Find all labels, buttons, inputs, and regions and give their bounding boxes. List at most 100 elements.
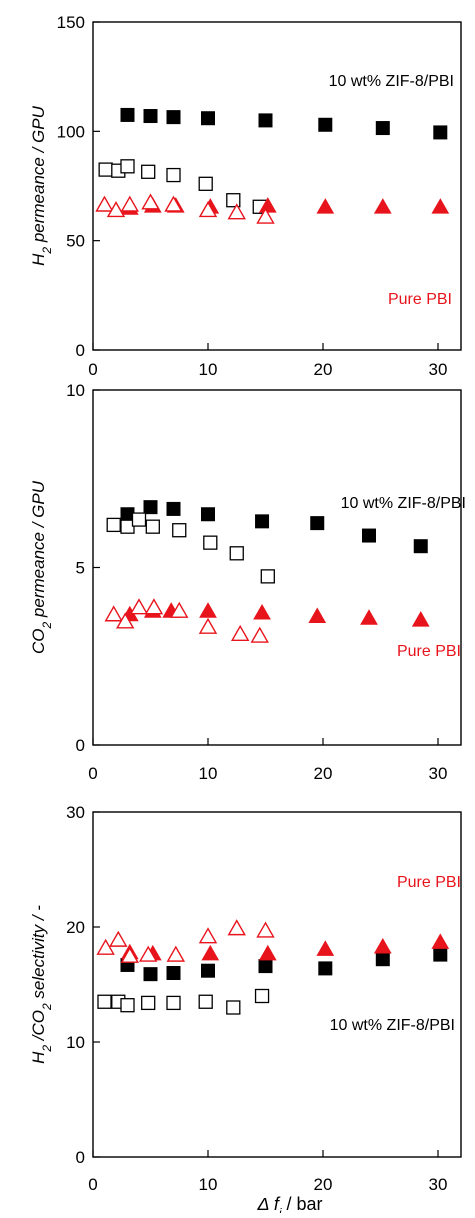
data-point-1-1-0: [106, 517, 121, 533]
data-point-1-2-5: [308, 607, 327, 624]
data-point-2-1-6: [226, 1000, 241, 1015]
series-1-0: [120, 500, 428, 554]
data-point-2-3-6: [227, 919, 246, 936]
chart-panel-1: 0 5 10 0 10 20 30 CO2 permeance / GPU 10 wt% ZIF…: [29, 381, 466, 783]
x-tick-label-2-1: 10: [199, 1175, 218, 1194]
data-point-0-2-7: [431, 198, 450, 214]
data-point-1-3-6: [230, 624, 250, 641]
data-point-0-3-5: [198, 201, 218, 218]
data-point-1-3-1: [115, 612, 135, 629]
data-point-1-1-6: [229, 546, 244, 561]
data-point-2-2-6: [373, 938, 392, 954]
data-point-1-0-3: [201, 507, 215, 522]
data-point-0-3-2: [120, 195, 140, 212]
y-tick-label-1-1: 5: [76, 559, 85, 578]
data-point-2-1-0: [97, 994, 112, 1009]
data-point-1-3-5: [198, 617, 218, 634]
y-tick-label-1-0: 0: [76, 736, 85, 755]
data-point-2-3-4: [166, 945, 186, 962]
data-point-1-0-4: [255, 514, 270, 529]
y-axis-label-1-part-0: CO: [29, 628, 48, 654]
data-point-1-0-1: [143, 500, 158, 515]
data-point-0-1-5: [198, 176, 213, 191]
y-tick-label-2-2: 20: [66, 918, 85, 937]
y-axis-label-2: H2 /CO2 selectivity / -: [29, 905, 54, 1064]
data-point-1-1-2: [131, 512, 147, 527]
data-point-1-3-4: [170, 601, 189, 618]
data-point-1-1-7: [260, 569, 275, 584]
data-point-1-1-3: [145, 519, 160, 534]
data-point-0-0-3: [201, 111, 215, 126]
data-point-0-2-5: [316, 198, 335, 214]
data-point-2-3-0: [96, 938, 115, 955]
data-point-2-3-5: [198, 927, 218, 944]
data-point-0-1-6: [226, 193, 241, 208]
x-axis-label-2-part-2: / bar: [282, 1194, 323, 1213]
data-point-2-1-5: [198, 994, 213, 1009]
data-point-0-3-6: [227, 203, 246, 220]
x-tick-label-0-1: 10: [199, 360, 218, 379]
data-point-2-3-2: [120, 946, 140, 963]
plot-frame-1: [92, 389, 462, 746]
annotation-0-1: Pure PBI: [388, 291, 452, 308]
y-tick-label-0-2: 100: [57, 122, 85, 141]
data-point-2-2-3: [201, 944, 220, 961]
x-axis-label-2-part-0: Δ f: [256, 1194, 280, 1213]
data-point-2-0-2: [166, 966, 181, 980]
data-point-1-2-4: [253, 603, 271, 620]
plot-frame-0: [92, 21, 462, 351]
data-point-0-0-7: [433, 125, 448, 140]
data-point-1-0-6: [362, 528, 376, 543]
x-axis-label-2: Δ fi / bar: [256, 1194, 322, 1213]
y-axis-label-2-part-0: H: [29, 1051, 48, 1064]
y-axis-label-2-part-2: /CO: [29, 1010, 48, 1045]
y-tick-label-2-1: 10: [66, 1033, 85, 1052]
x-tick-label-1-2: 20: [314, 764, 333, 783]
data-point-1-0-7: [413, 539, 428, 554]
data-point-1-1-4: [172, 523, 187, 538]
series-2-1: [97, 988, 270, 1015]
data-point-0-2-6: [373, 198, 392, 214]
y-tick-label-0-1: 50: [66, 232, 85, 251]
x-tick-label-1-1: 10: [199, 764, 218, 783]
plot-frame-2: [92, 811, 462, 1158]
data-point-2-0-7: [433, 947, 448, 962]
series-1-1: [106, 512, 275, 584]
data-point-1-3-0: [104, 605, 123, 622]
chart-panel-0: 0 50 100 150 0 10 20 30 H2 permeance / GPU 10 wt%…: [29, 13, 462, 379]
series-1-3: [104, 598, 269, 643]
data-point-0-0-0: [120, 107, 135, 122]
data-point-1-2-6: [360, 609, 378, 625]
data-point-0-3-7: [256, 207, 275, 224]
data-point-1-3-7: [250, 626, 269, 643]
data-point-2-0-4: [258, 959, 273, 974]
data-point-0-3-3: [141, 193, 160, 210]
x-tick-label-0-0: 0: [88, 360, 97, 379]
data-point-0-3-1: [106, 201, 126, 218]
y-axis-label-0-part-0: H: [29, 253, 48, 266]
y-tick-label-1-2: 10: [66, 381, 85, 400]
y-tick-label-0-3: 150: [57, 13, 85, 32]
y-axis-label-0: H2 permeance / GPU: [29, 105, 54, 265]
data-point-0-1-3: [141, 164, 156, 179]
x-axis-label-2-part-1: i: [279, 1206, 282, 1213]
data-point-1-1-5: [203, 535, 218, 550]
data-point-2-2-5: [316, 940, 335, 956]
x-tick-label-1-3: 30: [429, 764, 448, 783]
data-point-0-0-6: [375, 121, 390, 136]
x-tick-label-0-3: 30: [429, 360, 448, 379]
data-point-2-2-7: [431, 933, 450, 949]
data-point-2-0-1: [143, 967, 158, 982]
series-0-0: [120, 107, 448, 140]
data-point-0-0-4: [258, 113, 273, 128]
data-point-0-0-1: [143, 109, 158, 124]
data-point-2-1-4: [166, 995, 181, 1011]
x-tick-label-1-0: 0: [88, 764, 97, 783]
y-tick-label-0-0: 0: [76, 341, 85, 360]
data-point-0-1-0: [98, 162, 113, 177]
data-point-1-0-2: [166, 501, 181, 516]
y-axis-label-1-part-1: 2: [40, 621, 54, 629]
data-point-0-0-5: [318, 117, 333, 132]
